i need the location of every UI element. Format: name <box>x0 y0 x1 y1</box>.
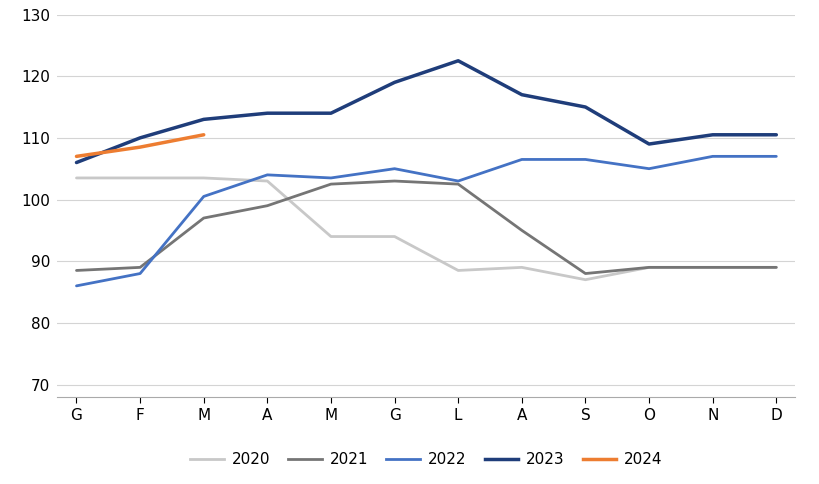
Legend: 2020, 2021, 2022, 2023, 2024: 2020, 2021, 2022, 2023, 2024 <box>184 446 667 473</box>
